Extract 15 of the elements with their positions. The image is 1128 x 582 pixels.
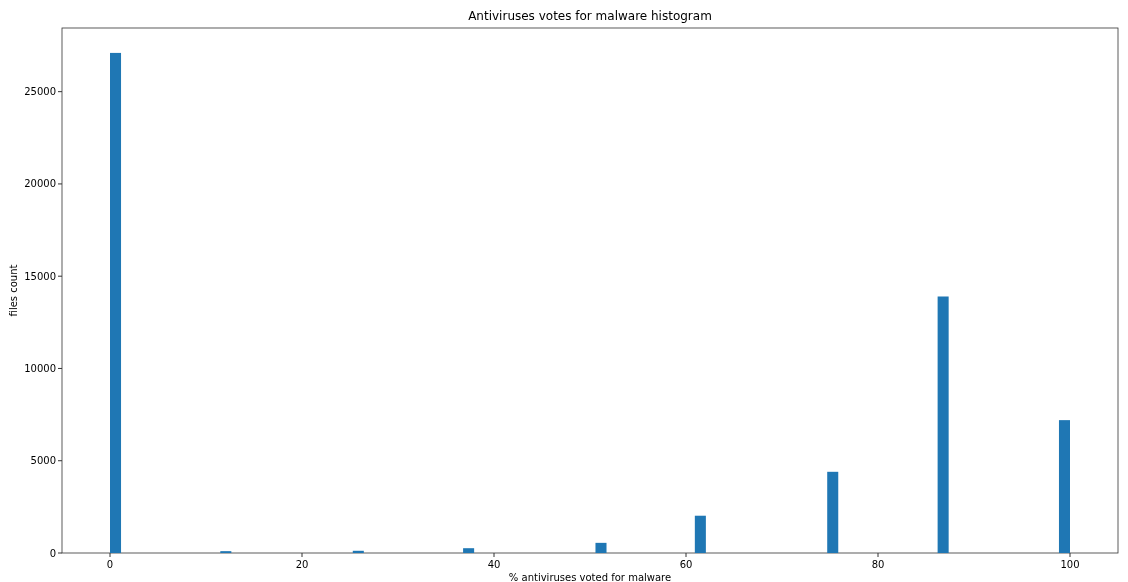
y-tick-label: 0 [49, 547, 56, 559]
y-tick-label: 20000 [24, 178, 56, 190]
y-axis-title: files count [8, 264, 19, 317]
x-tick-label: 0 [106, 559, 114, 570]
y-tick-label: 5000 [30, 455, 56, 467]
x-tick-label: 100 [1060, 559, 1080, 570]
y-tick-label: 10000 [24, 362, 56, 374]
x-axis-title: % antiviruses voted for malware [508, 572, 672, 582]
x-tick-label: 80 [871, 559, 885, 570]
y-tick-label: 25000 [24, 86, 56, 98]
x-tick-label: 20 [295, 559, 309, 570]
chart-title: Antiviruses votes for malware histogram [468, 9, 712, 23]
y-tick-label: 15000 [24, 270, 56, 282]
x-tick-label: 40 [487, 559, 501, 570]
x-tick-label: 60 [679, 559, 693, 570]
